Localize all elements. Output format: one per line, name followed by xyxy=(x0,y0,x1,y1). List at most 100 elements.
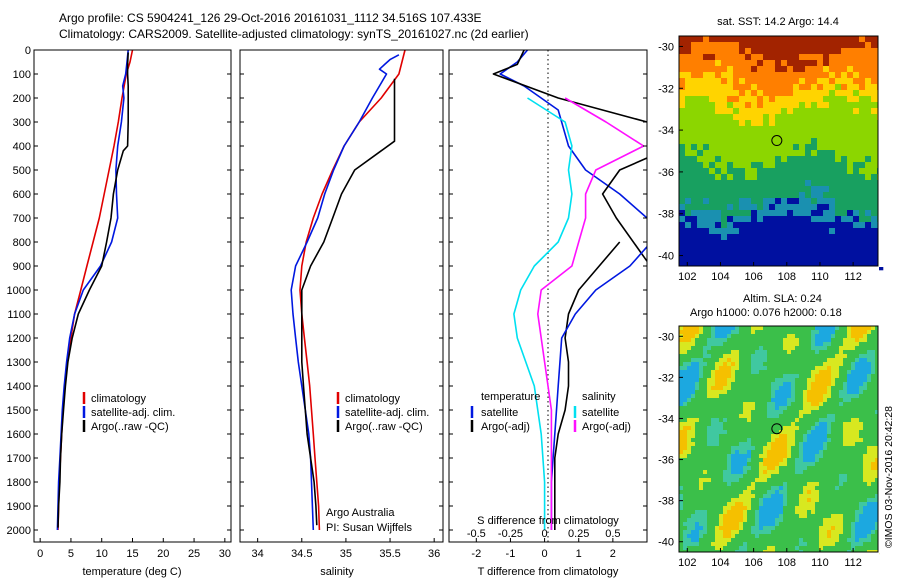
heatmap-cell xyxy=(791,478,796,483)
heatmap-cell xyxy=(843,454,848,459)
heatmap-cell xyxy=(831,358,836,363)
heatmap-cell xyxy=(719,514,724,519)
heatmap-cell xyxy=(697,120,704,127)
heatmap-cell xyxy=(735,446,740,451)
heatmap-cell xyxy=(841,210,848,217)
heatmap-cell xyxy=(769,36,776,43)
heatmap-cell xyxy=(757,108,764,115)
heatmap-cell xyxy=(847,514,852,519)
heatmap-cell xyxy=(867,474,872,479)
heatmap-cell xyxy=(835,120,842,127)
heatmap-cell xyxy=(875,446,880,451)
heatmap-cell xyxy=(763,234,770,241)
heatmap-cell xyxy=(867,438,872,443)
heatmap-cell xyxy=(787,60,794,67)
heatmap-cell xyxy=(727,338,732,343)
heatmap-cell xyxy=(815,494,820,499)
heatmap-cell xyxy=(685,96,692,103)
heatmap-cell xyxy=(767,534,772,539)
heatmap-cell xyxy=(803,530,808,535)
heatmap-cell xyxy=(763,394,768,399)
heatmap-cell xyxy=(831,354,836,359)
heatmap-cell xyxy=(793,168,800,175)
heatmap-cell xyxy=(847,474,852,479)
heatmap-cell xyxy=(863,402,868,407)
heatmap-cell xyxy=(799,530,804,535)
heatmap-cell xyxy=(807,470,812,475)
heatmap-cell xyxy=(863,378,868,383)
heatmap-cell xyxy=(697,204,704,211)
heatmap-cell xyxy=(715,48,722,55)
heatmap-cell xyxy=(699,462,704,467)
salinity-panel: 34 34.5 35 35.5 36 salinity climatology sate… xyxy=(239,49,444,578)
heatmap-cell xyxy=(799,442,804,447)
heatmap-cell xyxy=(819,354,824,359)
heatmap-cell xyxy=(805,210,812,217)
heatmap-cell xyxy=(683,522,688,527)
heatmap-cell xyxy=(743,478,748,483)
heatmap-cell xyxy=(779,414,784,419)
heatmap-cell xyxy=(783,474,788,479)
heatmap-cell xyxy=(697,138,704,145)
heatmap-cell xyxy=(859,90,866,97)
heatmap-cell xyxy=(855,442,860,447)
heatmap-cell xyxy=(735,482,740,487)
heatmap-cell xyxy=(787,498,792,503)
heatmap-cell xyxy=(823,482,828,487)
heatmap-cell xyxy=(805,66,812,73)
heatmap-cell xyxy=(847,426,852,431)
heatmap-cell xyxy=(755,362,760,367)
heatmap-cell xyxy=(687,326,692,331)
heatmap-cell xyxy=(739,126,746,133)
heatmap-cell xyxy=(835,490,840,495)
heatmap-cell xyxy=(685,66,692,73)
heatmap-cell xyxy=(733,66,740,73)
heatmap-cell xyxy=(771,402,776,407)
heatmap-cell xyxy=(715,478,720,483)
heatmap-cell xyxy=(843,450,848,455)
heatmap-cell xyxy=(795,462,800,467)
heatmap-cell xyxy=(723,370,728,375)
heatmap-cell xyxy=(703,402,708,407)
heatmap-cell xyxy=(679,354,684,359)
heatmap-cell xyxy=(697,174,704,181)
heatmap-cell xyxy=(853,42,860,49)
heatmap-cell xyxy=(827,542,832,547)
heatmap-cell xyxy=(727,228,734,235)
heatmap-cell xyxy=(703,502,708,507)
heatmap-cell xyxy=(769,216,776,223)
heatmap-cell xyxy=(683,506,688,511)
heatmap-cell xyxy=(779,394,784,399)
heatmap-cell xyxy=(855,346,860,351)
heatmap-cell xyxy=(733,102,740,109)
heatmap-cell xyxy=(783,394,788,399)
heatmap-cell xyxy=(805,102,812,109)
heatmap-cell xyxy=(851,498,856,503)
heatmap-cell xyxy=(823,470,828,475)
heatmap-cell xyxy=(871,542,876,547)
heatmap-cell xyxy=(751,186,758,193)
heatmap-cell xyxy=(799,402,804,407)
heatmap-cell xyxy=(835,204,842,211)
heatmap-cell xyxy=(829,192,836,199)
heatmap-cell xyxy=(811,72,818,79)
heatmap-cell xyxy=(711,470,716,475)
heatmap-cell xyxy=(771,462,776,467)
heatmap-cell xyxy=(711,338,716,343)
heatmap-cell xyxy=(731,402,736,407)
heatmap-cell xyxy=(739,186,746,193)
heatmap-cell xyxy=(831,466,836,471)
heatmap-cell xyxy=(841,156,848,163)
heatmap-cell xyxy=(859,458,864,463)
heatmap-cell xyxy=(691,162,698,169)
heatmap-cell xyxy=(781,210,788,217)
heatmap-cell xyxy=(683,366,688,371)
heatmap-cell xyxy=(859,502,864,507)
heatmap-cell xyxy=(847,48,854,55)
heatmap-cell xyxy=(697,102,704,109)
heatmap-cell xyxy=(775,258,782,265)
heatmap-cell xyxy=(835,546,840,551)
heatmap-cell xyxy=(843,506,848,511)
heatmap-cell xyxy=(863,342,868,347)
heatmap-cell xyxy=(835,494,840,499)
